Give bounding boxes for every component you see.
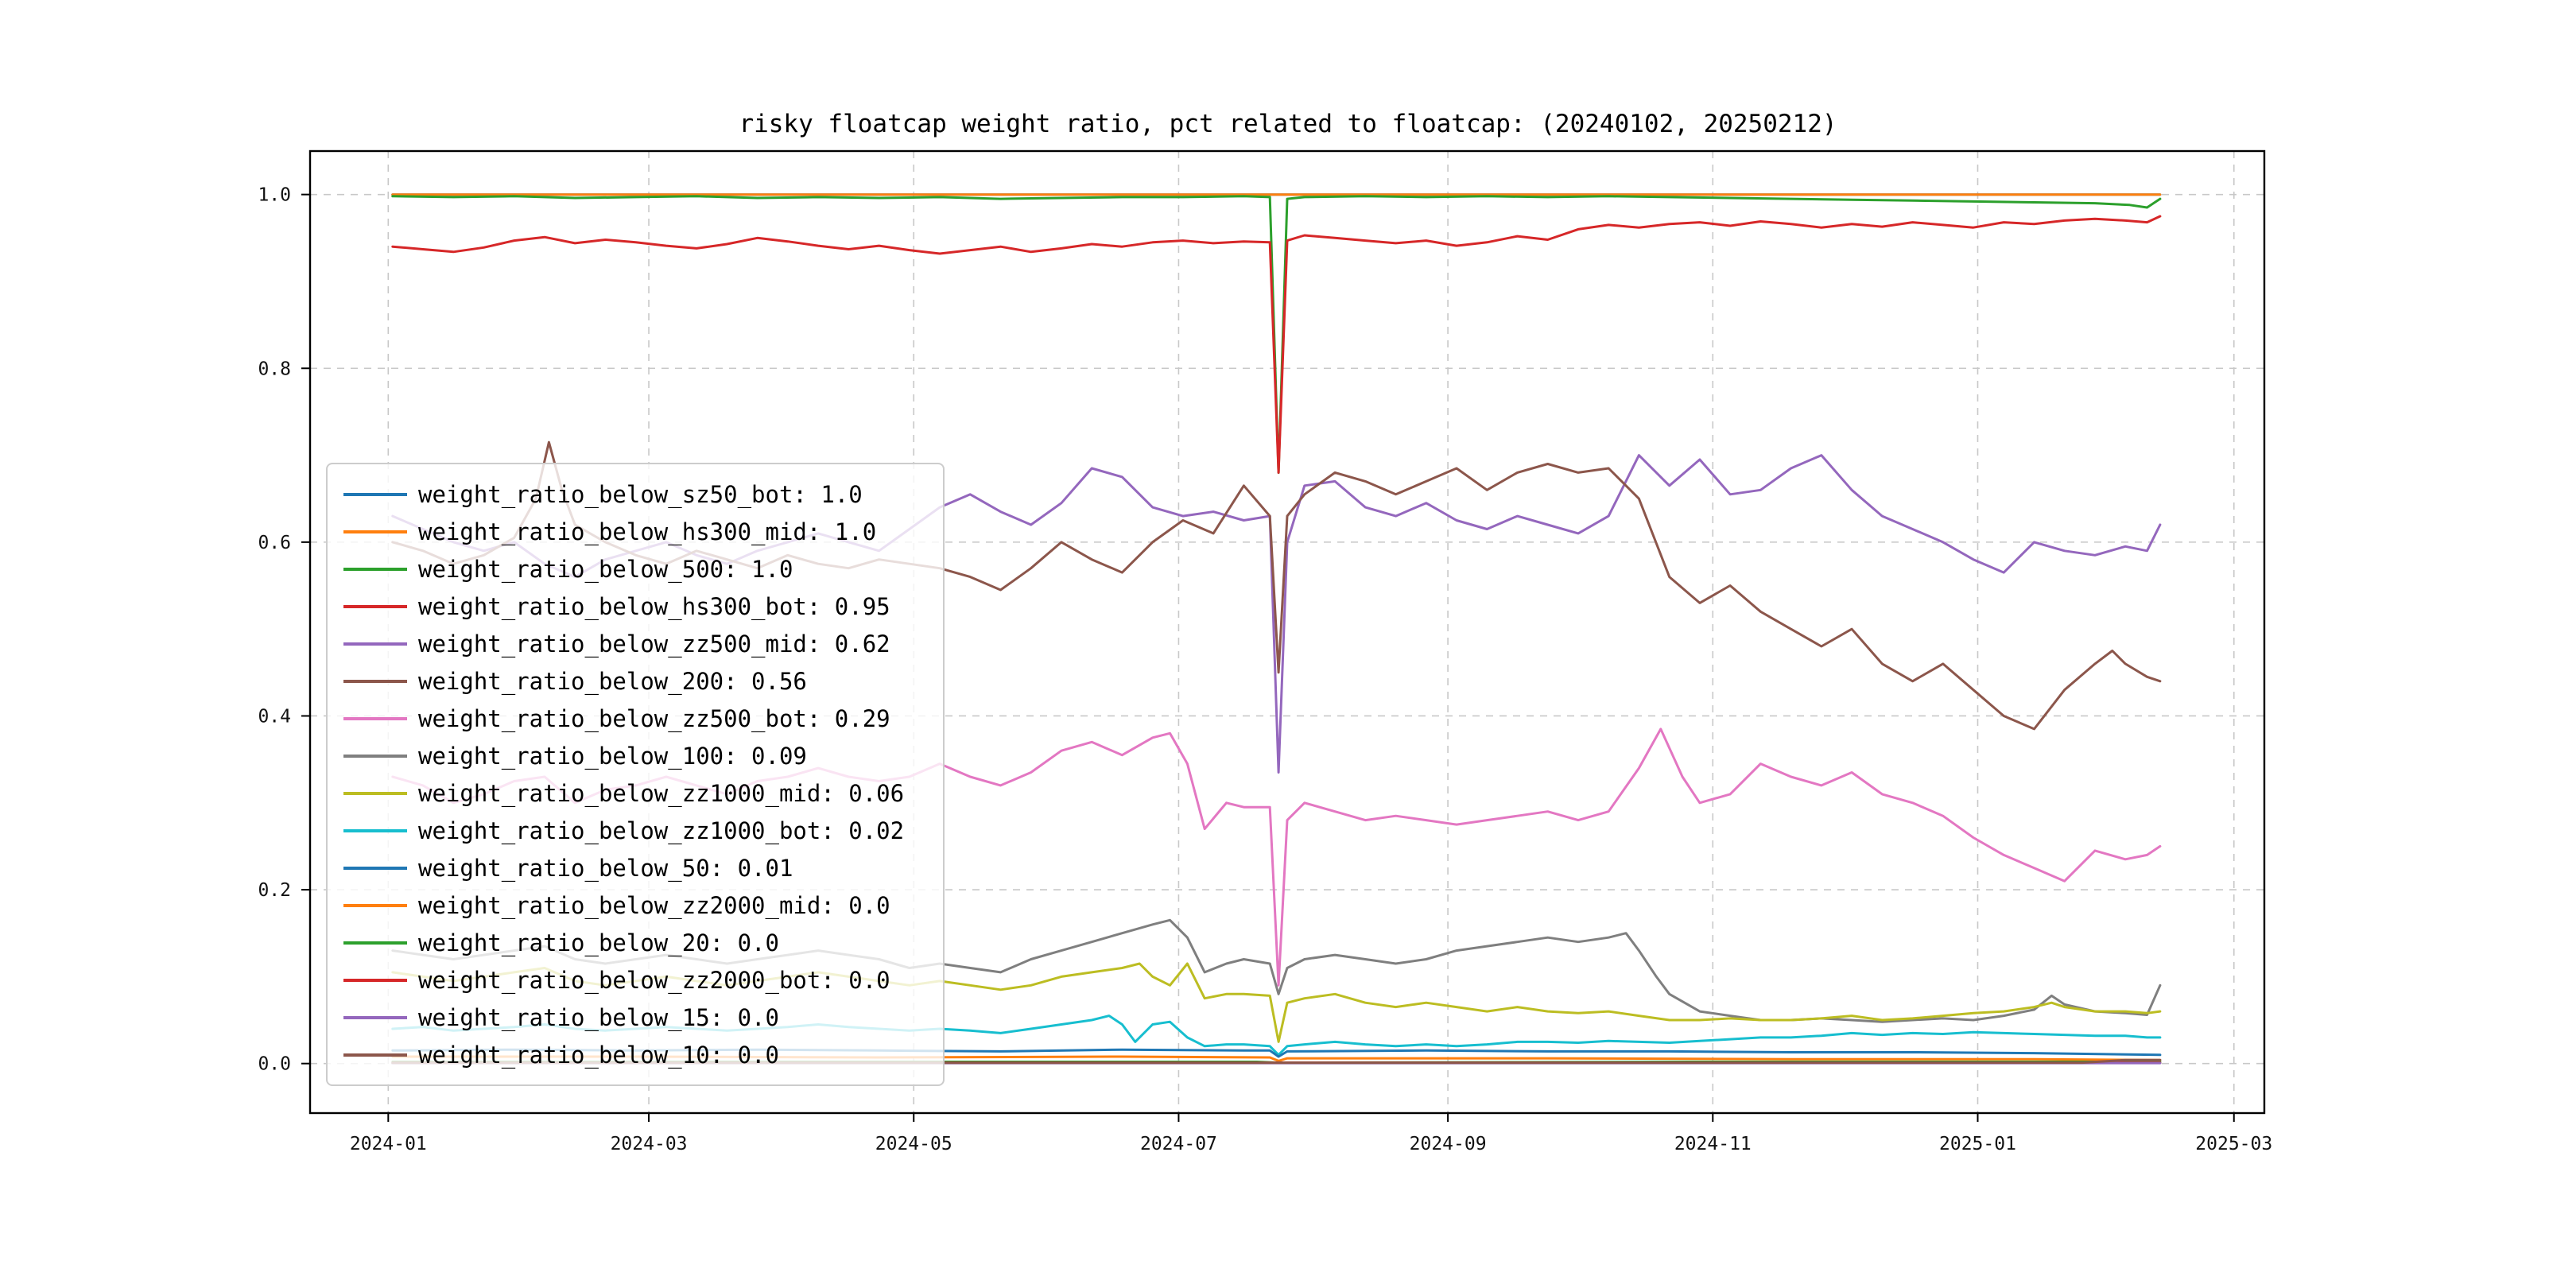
y-tick-label: 0.0 — [258, 1054, 291, 1075]
legend-item: weight_ratio_below_15: 0.0 — [336, 999, 935, 1036]
legend-label: weight_ratio_below_hs300_bot: 0.95 — [418, 592, 890, 620]
legend-label: weight_ratio_below_zz1000_mid: 0.06 — [418, 779, 905, 807]
legend-swatch-icon — [343, 978, 407, 982]
legend-item: weight_ratio_below_sz50_bot: 1.0 — [336, 475, 935, 513]
legend-swatch-icon — [343, 492, 407, 496]
legend-swatch-icon — [343, 828, 407, 832]
legend-item: weight_ratio_below_500: 1.0 — [336, 550, 935, 588]
legend-swatch-icon — [343, 1053, 407, 1057]
legend-item: weight_ratio_below_hs300_bot: 0.95 — [336, 588, 935, 625]
x-tick-label: 2025-01 — [1939, 1134, 2016, 1154]
legend-swatch-icon — [343, 791, 407, 795]
legend-item: weight_ratio_below_50: 0.01 — [336, 849, 935, 886]
legend-item: weight_ratio_below_zz1000_mid: 0.06 — [336, 774, 935, 812]
legend: weight_ratio_below_sz50_bot: 1.0 weight_r… — [326, 463, 945, 1086]
y-tick-label: 0.2 — [258, 880, 291, 901]
legend-item: weight_ratio_below_zz500_bot: 0.29 — [336, 700, 935, 737]
legend-label: weight_ratio_below_sz50_bot: 1.0 — [418, 480, 863, 508]
y-tick-label: 0.6 — [258, 533, 291, 553]
legend-label: weight_ratio_below_200: 0.56 — [418, 667, 807, 695]
x-tick-label: 2024-03 — [611, 1134, 688, 1154]
legend-swatch-icon — [343, 716, 407, 720]
legend-item: weight_ratio_below_10: 0.0 — [336, 1036, 935, 1073]
legend-swatch-icon — [343, 679, 407, 683]
legend-label: weight_ratio_below_100: 0.09 — [418, 742, 807, 770]
legend-swatch-icon — [343, 642, 407, 646]
legend-item: weight_ratio_below_200: 0.56 — [336, 662, 935, 700]
plot-frame — [308, 149, 2266, 1115]
legend-swatch-icon — [343, 1015, 407, 1019]
legend-item: weight_ratio_below_zz500_mid: 0.62 — [336, 625, 935, 662]
x-tick-label: 2025-03 — [2195, 1134, 2272, 1154]
y-tick-label: 1.0 — [258, 185, 291, 206]
legend-label: weight_ratio_below_50: 0.01 — [418, 854, 793, 882]
series-line-weight_ratio_below_hs300_bot — [391, 215, 2162, 474]
legend-label: weight_ratio_below_zz2000_mid: 0.0 — [418, 891, 890, 919]
series-line-weight_ratio_below_500 — [391, 195, 2162, 474]
legend-label: weight_ratio_below_15: 0.0 — [418, 1003, 779, 1031]
series-line-weight_ratio_below_10 — [391, 1058, 2162, 1065]
legend-label: weight_ratio_below_zz500_bot: 0.29 — [418, 704, 890, 732]
legend-item: weight_ratio_below_zz1000_bot: 0.02 — [336, 812, 935, 849]
legend-label: weight_ratio_below_10: 0.0 — [418, 1041, 779, 1069]
x-tick-label: 2024-01 — [350, 1134, 427, 1154]
legend-swatch-icon — [343, 754, 407, 758]
x-tick-label: 2024-05 — [875, 1134, 952, 1154]
legend-swatch-icon — [343, 903, 407, 907]
legend-label: weight_ratio_below_500: 1.0 — [418, 555, 793, 583]
legend-swatch-icon — [343, 941, 407, 945]
x-tick-label: 2024-11 — [1674, 1134, 1752, 1154]
legend-item: weight_ratio_below_hs300_mid: 1.0 — [336, 513, 935, 550]
legend-item: weight_ratio_below_20: 0.0 — [336, 924, 935, 961]
legend-item: weight_ratio_below_zz2000_mid: 0.0 — [336, 886, 935, 924]
legend-swatch-icon — [343, 866, 407, 870]
legend-swatch-icon — [343, 567, 407, 571]
y-tick-label: 0.4 — [258, 706, 291, 727]
legend-label: weight_ratio_below_zz500_mid: 0.62 — [418, 630, 890, 658]
x-tick-label: 2024-09 — [1410, 1134, 1487, 1154]
legend-swatch-icon — [343, 530, 407, 533]
legend-swatch-icon — [343, 604, 407, 608]
legend-label: weight_ratio_below_zz1000_bot: 0.02 — [418, 817, 905, 844]
legend-label: weight_ratio_below_zz2000_bot: 0.0 — [418, 966, 890, 994]
legend-item: weight_ratio_below_zz2000_bot: 0.0 — [336, 961, 935, 999]
y-tick-label: 0.8 — [258, 359, 291, 379]
legend-label: weight_ratio_below_20: 0.0 — [418, 929, 779, 956]
x-tick-label: 2024-07 — [1140, 1134, 1217, 1154]
legend-label: weight_ratio_below_hs300_mid: 1.0 — [418, 518, 877, 545]
chart-title: risky floatcap weight ratio, pct related… — [739, 110, 1837, 138]
legend-item: weight_ratio_below_100: 0.09 — [336, 737, 935, 774]
